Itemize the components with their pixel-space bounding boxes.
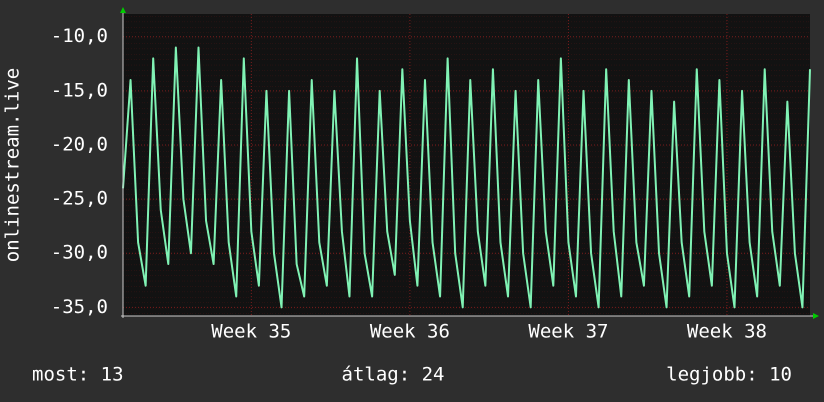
x-tick-label: Week 35 — [211, 321, 291, 343]
y-arrow — [120, 7, 126, 13]
data-line — [122, 46, 811, 309]
x-tick-label: Week 36 — [370, 321, 450, 343]
y-tick-label: -35,0 — [51, 296, 108, 318]
y-tick-label: -30,0 — [51, 242, 108, 264]
y-axis-title: onlinestream.live — [2, 68, 24, 262]
y-tick-label: -15,0 — [51, 79, 108, 101]
x-tick-label: Week 37 — [528, 321, 608, 343]
y-tick-label: -20,0 — [51, 133, 108, 155]
x-tick-label: Week 38 — [687, 321, 767, 343]
y-tick-label: -10,0 — [51, 25, 108, 47]
footer-current: most: 13 — [32, 364, 124, 386]
x-arrow — [813, 313, 819, 319]
y-tick-label: -25,0 — [51, 188, 108, 210]
footer-best: legjobb: 10 — [666, 364, 792, 386]
footer-average: átlag: 24 — [342, 364, 445, 386]
